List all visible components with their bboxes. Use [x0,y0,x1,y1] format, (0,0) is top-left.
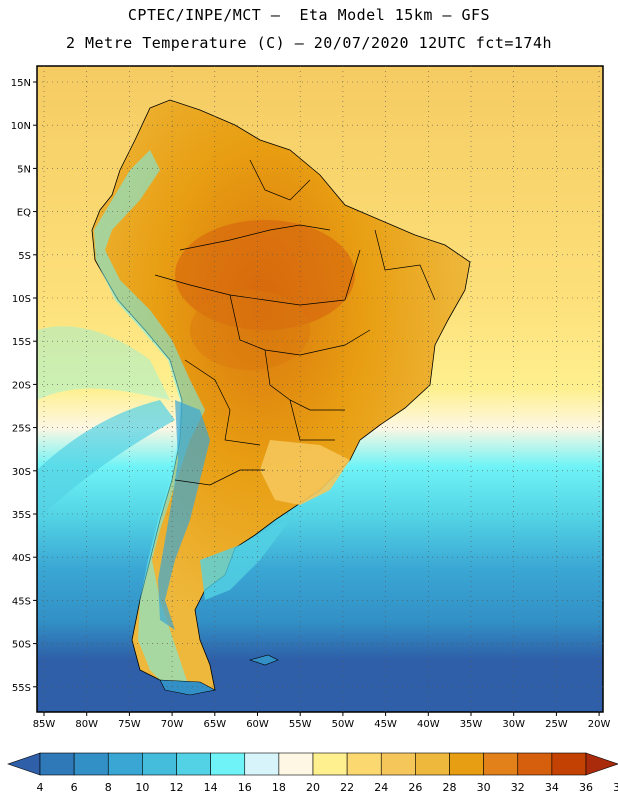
colorbar-label: 20 [306,781,320,794]
lat-tick-label: EQ [17,208,31,219]
lat-tick-label: 15N [11,78,31,89]
lat-tick-label: 5S [18,251,31,262]
lat-tick-label: 45S [12,596,31,607]
lat-tick-label: 10N [11,121,31,132]
lon-tick-label: 75W [118,719,141,730]
colorbar-swatch [551,752,587,776]
colorbar-swatch [244,752,280,776]
colorbar-label: 30 [477,781,491,794]
chart-title-line2: 2 Metre Temperature (C) — 20/07/2020 12U… [65,34,553,52]
lat-tick-label: 55S [12,683,31,694]
lat-tick-label: 50S [12,640,31,651]
lat-tick-label: 40S [12,553,31,564]
colorbar-label: 14 [204,781,218,794]
chart-title-line1: CPTEC/INPE/MCT — Eta Model 15km — GFS [127,6,491,24]
colorbar-swatch [210,752,246,776]
map-frame [36,65,604,713]
colorbar-label: 28 [443,781,457,794]
colorbar-label: 16 [238,781,252,794]
colorbar-label: 4 [37,781,44,794]
colorbar-label: 34 [545,781,559,794]
colorbar-swatch [176,752,211,776]
lon-tick-label: 25W [545,719,568,730]
colorbar-label: 36 [579,781,593,794]
lon-tick-label: 55W [289,719,312,730]
lon-tick-label: 40W [417,719,440,730]
lat-tick-label: 30S [12,467,31,478]
longitude-axis: 85W 80W 75W 70W 65W 60W 55W 50W 45W 40W 35W 30W 25W 2… [33,712,611,730]
colorbar-swatch [39,752,75,776]
colorbar-label: 22 [340,781,354,794]
lon-tick-label: 30W [502,719,525,730]
country-borders [154,159,436,486]
colorbar-arrow-high [585,752,618,776]
colorbar-swatch [415,752,450,776]
colorbar-label: 32 [511,781,525,794]
latitude-axis: 15N 10N 5N EQ 5S 10S 15S 20S 25S 30S 35S 40S 45S 50S 5… [11,78,37,694]
lat-tick-label: 25S [12,424,31,435]
lon-tick-label: 80W [75,719,98,730]
lat-tick-label: 5N [17,164,31,175]
lon-tick-label: 45W [374,719,397,730]
colorbar-label: 8 [105,781,112,794]
colorbar-swatch [142,752,177,776]
colorbar-swatch [73,752,109,776]
colorbar-swatch [312,752,348,776]
colorbar-label: 10 [135,781,149,794]
colorbar-swatch [483,752,519,776]
colorbar-label: 38 [613,781,618,794]
lon-tick-label: 50W [332,719,355,730]
colorbar-arrow-low [7,752,41,776]
colorbar-label: 12 [170,781,184,794]
colorbar-swatch [449,752,484,776]
lon-tick-label: 70W [161,719,184,730]
lon-tick-label: 60W [246,719,269,730]
colorbar-swatch [346,752,382,776]
colorbar-swatch [107,752,143,776]
colorbar: 4 6 8 10 12 14 16 18 20 22 24 26 28 30 32 34 36 38 [7,752,618,794]
lat-tick-label: 35S [12,510,31,521]
lon-tick-label: 65W [203,719,226,730]
colorbar-swatch [380,752,416,776]
colorbar-label: 24 [374,781,388,794]
lon-tick-label: 20W [588,719,611,730]
colorbar-label: 18 [272,781,286,794]
colorbar-swatch [278,752,314,776]
lon-tick-label: 85W [33,719,56,730]
colorbar-label: 6 [71,781,78,794]
lon-tick-label: 35W [460,719,483,730]
lat-tick-label: 10S [12,294,31,305]
temperature-field [37,66,603,712]
colorbar-swatch [517,752,553,776]
colorbar-label: 26 [408,781,422,794]
lat-tick-label: 20S [12,380,31,391]
lat-tick-label: 15S [12,337,31,348]
